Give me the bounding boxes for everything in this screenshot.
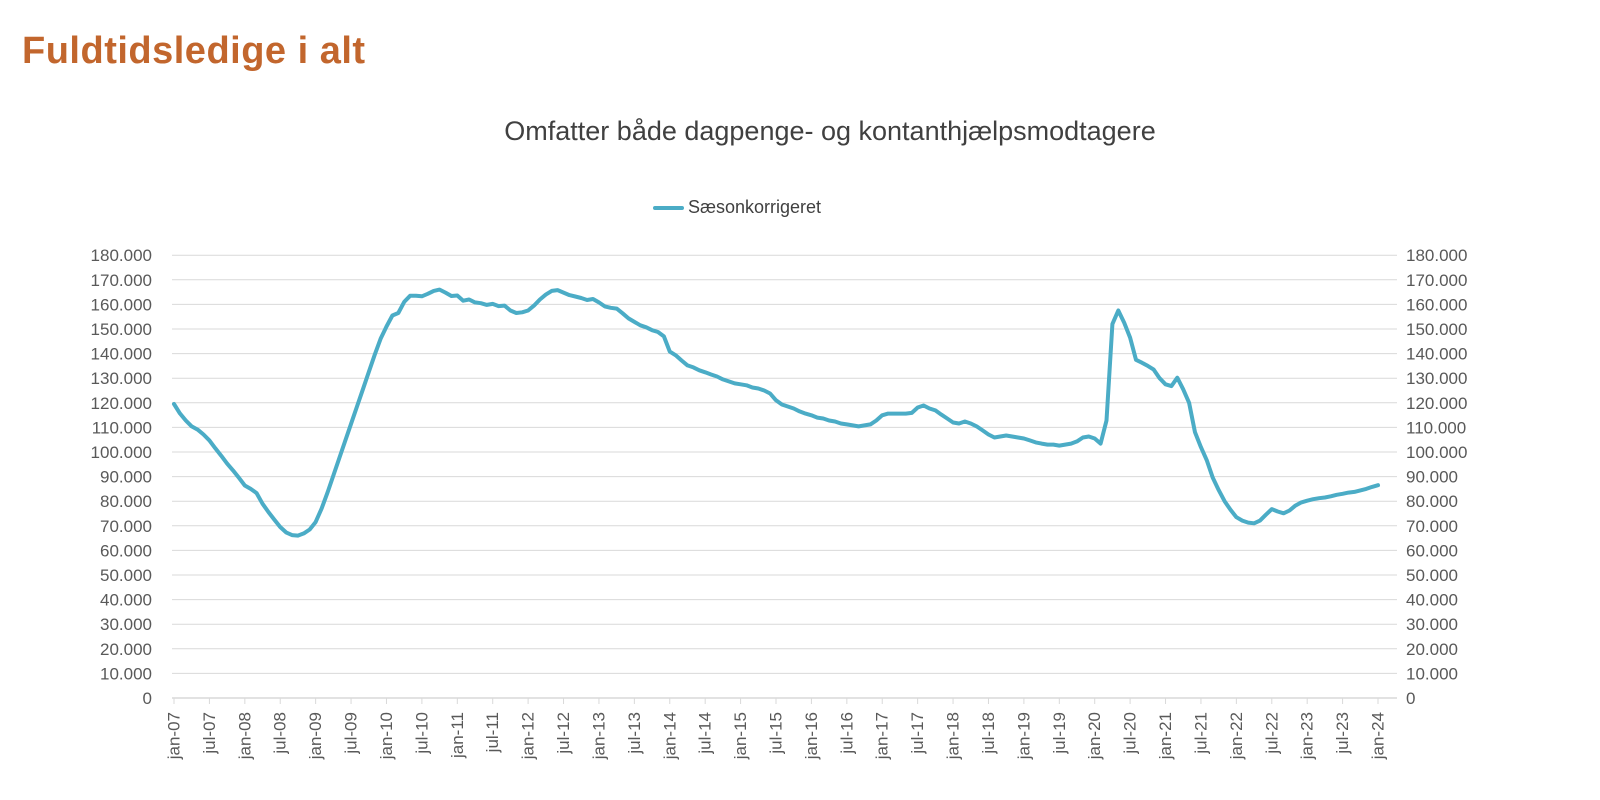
x-axis-tick-label: jan-22 <box>1227 712 1246 760</box>
x-axis-tick-label: jul-08 <box>271 712 290 755</box>
y-axis-tick-label-right: 40.000 <box>1406 591 1458 610</box>
y-axis-tick-label-right: 70.000 <box>1406 517 1458 536</box>
y-axis-tick-label-right: 130.000 <box>1406 369 1467 388</box>
y-axis-tick-label-left: 70.000 <box>100 517 152 536</box>
y-axis-tick-label-right: 120.000 <box>1406 394 1467 413</box>
x-axis-tick-label: jan-24 <box>1369 712 1388 760</box>
y-axis-tick-label-left: 60.000 <box>100 541 152 560</box>
x-axis-tick-label: jul-16 <box>837 712 856 755</box>
x-axis-tick-label: jan-20 <box>1085 712 1104 760</box>
chart-legend: Sæsonkorrigeret <box>653 197 821 218</box>
y-axis-tick-label-left: 10.000 <box>100 664 152 683</box>
y-axis-tick-label-right: 180.000 <box>1406 246 1467 265</box>
y-axis-tick-label-left: 150.000 <box>91 320 152 339</box>
y-axis-tick-label-left: 0 <box>143 689 152 708</box>
y-axis-tick-label-left: 170.000 <box>91 271 152 290</box>
x-axis-tick-label: jan-08 <box>235 712 254 760</box>
y-axis-tick-label-left: 180.000 <box>91 246 152 265</box>
x-axis-tick-label: jul-21 <box>1191 712 1210 755</box>
y-axis-tick-label-right: 30.000 <box>1406 615 1458 634</box>
y-axis-tick-label-left: 140.000 <box>91 345 152 364</box>
legend-label: Sæsonkorrigeret <box>688 197 822 217</box>
x-axis-tick-label: jan-21 <box>1156 712 1175 760</box>
x-axis-tick-label: jul-13 <box>625 712 644 755</box>
x-axis-tick-label: jan-19 <box>1014 712 1033 760</box>
y-axis-tick-label-left: 80.000 <box>100 492 152 511</box>
y-axis-tick-label-right: 100.000 <box>1406 443 1467 462</box>
x-axis-tick-label: jan-10 <box>377 712 396 760</box>
x-axis-tick-label: jul-10 <box>412 712 431 755</box>
x-axis-tick-label: jan-18 <box>944 712 963 760</box>
x-axis-tick-label: jan-23 <box>1298 712 1317 760</box>
y-axis-tick-label-left: 100.000 <box>91 443 152 462</box>
x-axis-tick-label: jul-15 <box>767 712 786 755</box>
x-axis-tick-label: jul-14 <box>696 712 715 755</box>
y-axis-tick-label-right: 90.000 <box>1406 468 1458 487</box>
x-axis-tick-label: jul-23 <box>1333 712 1352 755</box>
y-axis-tick-label-right: 10.000 <box>1406 664 1458 683</box>
x-axis-tick-label: jul-17 <box>908 712 927 755</box>
x-axis-tick-label: jan-12 <box>519 712 538 760</box>
y-axis-tick-label-right: 80.000 <box>1406 492 1458 511</box>
x-axis-tick-label: jan-15 <box>731 712 750 760</box>
x-axis-tick-label: jan-07 <box>165 712 184 760</box>
y-axis-tick-label-left: 160.000 <box>91 295 152 314</box>
y-axis-tick-label-left: 120.000 <box>91 394 152 413</box>
y-axis-tick-label-right: 0 <box>1406 689 1415 708</box>
x-axis-tick-label: jul-20 <box>1121 712 1140 755</box>
y-axis-tick-label-left: 20.000 <box>100 640 152 659</box>
y-axis-tick-label-left: 40.000 <box>100 591 152 610</box>
y-axis-tick-label-right: 170.000 <box>1406 271 1467 290</box>
y-axis-tick-label-left: 90.000 <box>100 468 152 487</box>
y-axis-tick-label-right: 140.000 <box>1406 345 1467 364</box>
x-axis-tick-label: jul-11 <box>483 712 502 753</box>
x-axis-tick-label: jul-12 <box>554 712 573 755</box>
x-axis-tick-label: jan-17 <box>873 712 892 760</box>
x-axis-tick-label: jul-19 <box>1050 712 1069 755</box>
x-axis-tick-label: jul-18 <box>979 712 998 755</box>
y-axis-tick-label-right: 150.000 <box>1406 320 1467 339</box>
y-axis-tick-label-right: 110.000 <box>1406 418 1466 437</box>
x-axis-tick-label: jan-16 <box>802 712 821 760</box>
page-title: Fuldtidsledige i alt <box>22 30 366 72</box>
y-axis-tick-label-left: 30.000 <box>100 615 152 634</box>
y-axis-tick-label-left: 130.000 <box>91 369 152 388</box>
y-axis-tick-label-left: 50.000 <box>100 566 152 585</box>
legend-line-icon <box>653 205 684 210</box>
series-line <box>172 287 1380 538</box>
x-axis-tick-label: jan-11 <box>448 712 467 759</box>
y-axis-tick-label-right: 160.000 <box>1406 295 1467 314</box>
x-axis-tick-label: jul-22 <box>1262 712 1281 755</box>
x-axis-tick-label: jan-09 <box>306 712 325 760</box>
x-axis-tick-label: jan-13 <box>589 712 608 760</box>
x-axis-tick-label: jul-07 <box>200 712 219 755</box>
x-axis-tick-label: jan-14 <box>660 712 679 760</box>
y-axis-tick-label-left: 110.000 <box>92 418 152 437</box>
y-axis-tick-label-right: 60.000 <box>1406 541 1458 560</box>
chart-title: Omfatter både dagpenge- og kontanthjælps… <box>504 116 1156 146</box>
y-axis-tick-label-right: 50.000 <box>1406 566 1458 585</box>
y-axis-tick-label-right: 20.000 <box>1406 640 1458 659</box>
x-axis-tick-label: jul-09 <box>342 712 361 755</box>
